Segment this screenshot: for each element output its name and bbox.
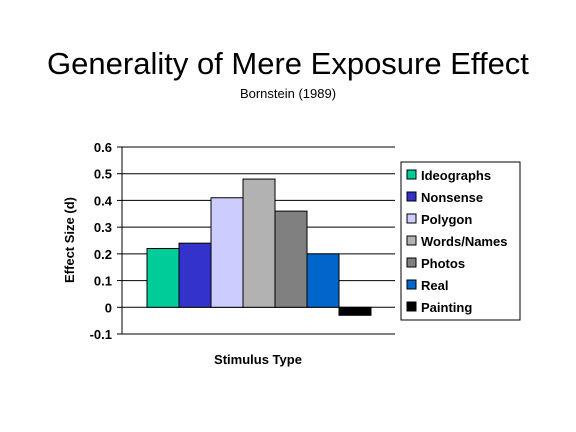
bar-polygon	[210, 197, 244, 308]
legend-label: Words/Names	[421, 234, 507, 249]
legend: Ideographs Nonsense Polygon Words/Names Phot…	[400, 161, 521, 321]
y-tick-label: 0.2	[94, 247, 112, 262]
chart-title: Generality of Mere Exposure Effect	[47, 46, 529, 81]
y-axis-label: Effect Size (d)	[62, 197, 77, 283]
legend-swatch	[406, 191, 417, 202]
legend-box	[400, 161, 521, 321]
legend-label: Ideographs	[421, 168, 491, 183]
y-tick-label: -0.1	[90, 327, 112, 342]
y-tick-label: 0.6	[94, 140, 112, 155]
legend-swatch	[406, 169, 417, 180]
legend-swatch	[406, 235, 417, 246]
bar-photos	[274, 210, 308, 308]
legend-label: Nonsense	[421, 190, 483, 205]
legend-swatch	[406, 213, 417, 224]
legend-label: Painting	[421, 300, 472, 315]
y-tick-label: 0.1	[94, 274, 112, 289]
chart-subtitle: Bornstein (1989)	[239, 86, 337, 101]
legend-swatch	[406, 257, 417, 268]
axes	[117, 146, 123, 335]
bar-nonsense	[178, 242, 212, 308]
legend-label: Polygon	[421, 212, 472, 227]
x-axis-label: Stimulus Type	[214, 352, 302, 367]
bar-real	[306, 253, 340, 308]
y-tick-label: 0	[105, 300, 112, 315]
bar-words-names	[242, 178, 276, 308]
y-tick-label: 0.3	[94, 220, 112, 235]
legend-label: Real	[421, 278, 448, 293]
legend-label: Photos	[421, 256, 465, 271]
bars	[146, 178, 372, 316]
y-tick-label: 0.4	[94, 193, 113, 208]
y-tick-labels: 0.6 0.5 0.4 0.3 0.2 0.1 0 -0.1	[90, 140, 113, 342]
bar-painting	[338, 306, 372, 316]
legend-swatch	[406, 279, 417, 290]
y-tick-label: 0.5	[94, 167, 112, 182]
legend-swatch	[406, 301, 417, 312]
bar-ideographs	[146, 248, 180, 308]
